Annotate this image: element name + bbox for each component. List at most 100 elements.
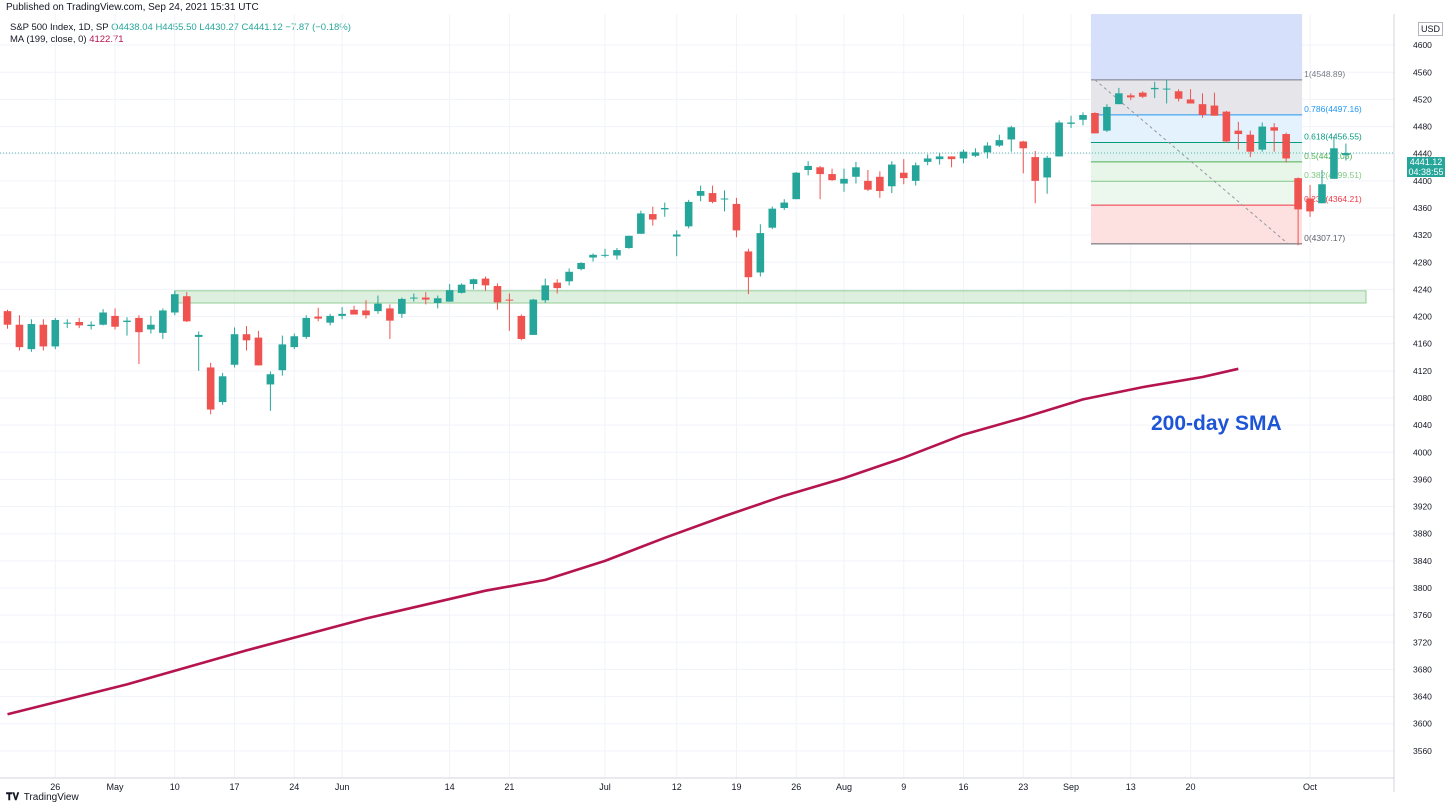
footer[interactable]: 𝐓𝐕 TradingView <box>6 792 79 803</box>
x-tick-label: 9 <box>901 782 906 792</box>
candle-body <box>613 250 621 256</box>
candle-body <box>505 299 514 301</box>
candle-body <box>660 208 669 210</box>
candle-body <box>218 376 227 403</box>
x-tick-label: 12 <box>672 782 682 792</box>
x-tick-label: Jun <box>335 782 350 792</box>
candle-body <box>529 299 538 335</box>
published-text: Published on TradingView.com, Sep 24, 20… <box>6 2 259 13</box>
currency-badge[interactable]: USD <box>1418 22 1444 36</box>
candle-body <box>935 156 944 160</box>
x-tick-label: 20 <box>1186 782 1196 792</box>
x-tick-label: 21 <box>504 782 514 792</box>
bar-countdown: 04:38:55 <box>1408 167 1444 177</box>
y-tick-label: 3960 <box>1413 474 1432 484</box>
candle-body <box>39 324 48 347</box>
fib-level-label: 0.618(4456.55) <box>1304 131 1362 141</box>
y-tick-label: 3680 <box>1413 664 1432 674</box>
ma-label: MA (199, close, 0) <box>10 34 87 45</box>
candle-body <box>708 193 717 202</box>
candle-body <box>911 165 920 181</box>
candle-body <box>147 324 155 330</box>
candle-body <box>1079 115 1087 120</box>
support-zone <box>174 290 1367 304</box>
x-tick-label: 14 <box>445 782 455 792</box>
y-tick-label: 4200 <box>1413 312 1432 322</box>
candle-body <box>350 309 358 315</box>
candle-body <box>1294 178 1302 210</box>
candle-body <box>601 254 609 256</box>
candle-body <box>242 334 251 341</box>
candle-body <box>649 214 657 220</box>
candle-body <box>1091 113 1099 134</box>
fib-level-label: 0.236(4364.21) <box>1304 194 1362 204</box>
chart-legend: S&P 500 Index, 1D, SP O4438.04 H4455.50 … <box>10 22 351 46</box>
candle-body <box>63 322 72 324</box>
candle-body <box>445 290 454 302</box>
open-value: O4438.04 <box>111 22 153 33</box>
chart-canvas[interactable]: 1(4548.89) 0.786(4497.16) 0.618(4456.55) 0.… <box>0 14 1456 792</box>
y-tick-label: 3880 <box>1413 529 1432 539</box>
candle-body <box>326 315 334 323</box>
x-tick-label: Oct <box>1303 782 1318 792</box>
candle-body <box>410 297 418 299</box>
y-tick-label: 4440 <box>1413 149 1432 159</box>
y-tick-label: 4480 <box>1413 122 1432 132</box>
x-tick-label: 10 <box>170 782 180 792</box>
close-value: C4441.12 <box>241 22 283 33</box>
candle-body <box>959 151 968 159</box>
candle-body <box>1270 127 1278 131</box>
fib-zone <box>1090 79 1303 115</box>
candle-body <box>1318 184 1326 204</box>
candle-body <box>816 167 824 175</box>
candle-body <box>230 334 239 365</box>
candle-body <box>1306 198 1314 212</box>
x-tick-label: May <box>107 782 125 792</box>
candle-body <box>923 158 932 162</box>
y-tick-label: 3760 <box>1413 610 1432 620</box>
candle-body <box>27 324 36 350</box>
candle-body <box>1282 134 1290 159</box>
y-tick-label: 3800 <box>1413 583 1432 593</box>
candle-body <box>1210 105 1219 116</box>
candle-body <box>457 284 466 293</box>
candle-body <box>374 303 382 312</box>
candle-body <box>481 278 490 286</box>
candle-body <box>171 294 179 313</box>
x-tick-label: Aug <box>836 782 852 792</box>
candle-body <box>828 174 836 181</box>
y-tick-label: 4400 <box>1413 176 1432 186</box>
candle-body <box>720 198 729 200</box>
x-tick-label: 19 <box>731 782 741 792</box>
high-value: H4455.50 <box>155 22 197 33</box>
fib-extension-zone <box>1090 14 1303 80</box>
candle-body <box>672 234 681 237</box>
candle-body <box>971 152 980 156</box>
candle-body <box>1138 92 1147 97</box>
sma-annotation: 200-day SMA <box>1151 412 1282 435</box>
candle-body <box>517 315 526 339</box>
fib-level-label: 0.5(4428.03) <box>1304 151 1352 161</box>
y-tick-label: 3600 <box>1413 719 1432 729</box>
candle-body <box>266 374 275 385</box>
candle-body <box>99 312 107 325</box>
candle-body <box>577 262 585 270</box>
x-tick-label: 16 <box>958 782 968 792</box>
x-tick-label: 13 <box>1126 782 1136 792</box>
price-axis-bg <box>1394 14 1456 792</box>
candle-body <box>1162 88 1171 90</box>
fib-zone <box>1090 142 1303 162</box>
candle-body <box>15 324 24 348</box>
candle-body <box>864 180 872 190</box>
fib-zone <box>1090 205 1303 244</box>
candle-body <box>888 164 896 187</box>
candle-body <box>983 145 992 153</box>
y-tick-label: 4080 <box>1413 393 1432 403</box>
fib-zone <box>1090 181 1303 206</box>
candle-body <box>1342 153 1350 156</box>
candle-body <box>804 165 812 170</box>
y-tick-label: 4160 <box>1413 339 1432 349</box>
candle-body <box>362 310 370 316</box>
candle-body <box>1103 106 1111 131</box>
y-tick-label: 4280 <box>1413 257 1432 267</box>
